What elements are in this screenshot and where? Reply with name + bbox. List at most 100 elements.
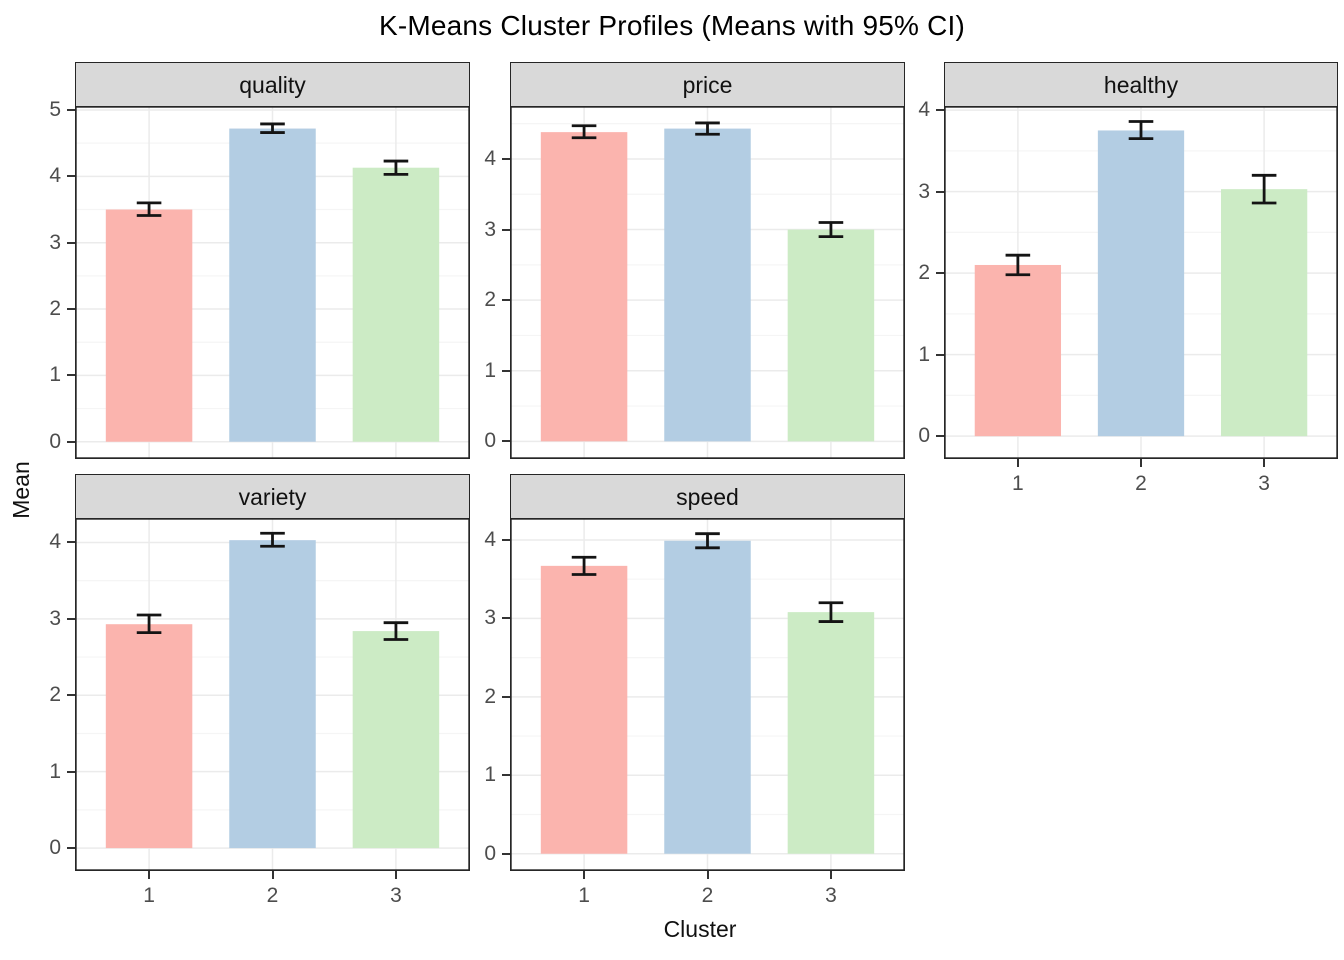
facet-panel-variety bbox=[75, 518, 470, 871]
bar-speed-cluster2 bbox=[664, 540, 751, 854]
bar-price-cluster3 bbox=[787, 229, 875, 442]
x-tick-label-cluster2: 2 bbox=[266, 884, 279, 907]
errorbar-price-cluster3 bbox=[818, 221, 844, 239]
facet-strip-variety: variety bbox=[75, 474, 470, 520]
x-tick-mark bbox=[1140, 459, 1142, 467]
x-tick-mark bbox=[583, 871, 586, 879]
y-tick-mark bbox=[67, 108, 75, 111]
y-tick-label-variety: 2 bbox=[49, 683, 61, 707]
bar-quality-cluster3 bbox=[352, 167, 440, 442]
y-tick-mark bbox=[502, 852, 510, 855]
y-tick-mark bbox=[67, 440, 75, 443]
bar-speed-cluster1 bbox=[540, 565, 628, 854]
bar-healthy-cluster1 bbox=[974, 264, 1062, 437]
bar-quality-cluster2 bbox=[229, 128, 316, 442]
y-tick-mark bbox=[67, 241, 75, 244]
y-tick-mark bbox=[502, 538, 510, 541]
errorbar-price-cluster1 bbox=[571, 124, 597, 140]
x-tick-label-cluster1: 1 bbox=[143, 884, 155, 907]
x-tick-mark bbox=[394, 871, 397, 879]
x-tick-label-cluster2: 2 bbox=[701, 884, 714, 907]
chart-title: K-Means Cluster Profiles (Means with 95%… bbox=[378, 10, 966, 41]
y-tick-mark bbox=[936, 272, 944, 275]
facet-strip-healthy: healthy bbox=[944, 62, 1338, 108]
y-tick-mark bbox=[502, 617, 510, 620]
x-tick-label-cluster2: 2 bbox=[1135, 472, 1147, 495]
errorbar-variety-cluster2 bbox=[260, 531, 285, 548]
y-tick-mark bbox=[502, 228, 510, 231]
y-tick-mark bbox=[67, 308, 75, 311]
facet-strip-speed: speed bbox=[510, 474, 905, 520]
y-tick-label-price: 4 bbox=[484, 146, 496, 170]
errorbar-quality-cluster2 bbox=[260, 122, 285, 134]
y-tick-label-price: 3 bbox=[484, 217, 496, 241]
facet-strip-quality: quality bbox=[75, 62, 470, 108]
errorbar-price-cluster2 bbox=[695, 121, 720, 136]
y-tick-mark bbox=[936, 353, 944, 356]
y-tick-label-variety: 3 bbox=[49, 606, 61, 630]
bar-variety-cluster3 bbox=[352, 631, 440, 849]
y-tick-label-quality: 3 bbox=[49, 230, 61, 254]
y-tick-mark bbox=[502, 299, 510, 302]
bar-speed-cluster3 bbox=[787, 612, 875, 854]
y-tick-mark bbox=[67, 541, 75, 544]
panel-border bbox=[75, 518, 470, 871]
y-tick-label-healthy: 4 bbox=[918, 98, 930, 122]
x-tick-label-cluster3: 3 bbox=[390, 884, 402, 907]
x-tick-label-cluster3: 3 bbox=[825, 884, 837, 907]
y-tick-label-healthy: 1 bbox=[918, 342, 930, 366]
y-tick-label-speed: 1 bbox=[484, 763, 496, 787]
y-tick-mark bbox=[67, 694, 75, 697]
facet-panel-healthy bbox=[944, 106, 1338, 459]
y-tick-mark bbox=[936, 190, 944, 193]
facet-panel-quality bbox=[75, 106, 470, 459]
errorbar-variety-cluster1 bbox=[136, 613, 162, 635]
bar-price-cluster1 bbox=[540, 132, 628, 442]
y-tick-label-quality: 5 bbox=[49, 97, 61, 121]
x-tick-label-cluster3: 3 bbox=[1258, 472, 1270, 495]
bar-healthy-cluster2 bbox=[1097, 130, 1185, 437]
y-tick-mark bbox=[936, 109, 944, 112]
errorbar-quality-cluster1 bbox=[136, 201, 162, 217]
x-tick-label-cluster1: 1 bbox=[1012, 472, 1024, 495]
y-tick-label-variety: 4 bbox=[49, 530, 61, 554]
bar-quality-cluster1 bbox=[105, 209, 193, 442]
panel-border bbox=[75, 106, 470, 459]
x-tick-mark bbox=[271, 871, 274, 879]
x-tick-label-cluster1: 1 bbox=[578, 884, 590, 907]
y-tick-label-quality: 1 bbox=[49, 363, 61, 387]
y-tick-label-speed: 4 bbox=[484, 527, 496, 551]
y-tick-mark bbox=[502, 157, 510, 160]
y-tick-mark bbox=[502, 774, 510, 777]
errorbar-variety-cluster3 bbox=[383, 621, 409, 641]
x-tick-mark bbox=[706, 871, 709, 879]
y-tick-label-variety: 1 bbox=[49, 759, 61, 783]
y-tick-mark bbox=[502, 440, 510, 443]
y-tick-label-price: 2 bbox=[484, 288, 496, 312]
panel-border bbox=[510, 106, 905, 459]
y-tick-mark bbox=[67, 374, 75, 377]
y-tick-label-price: 1 bbox=[484, 358, 496, 382]
x-tick-mark bbox=[1016, 459, 1019, 467]
y-tick-mark bbox=[67, 617, 75, 620]
panel-border bbox=[944, 106, 1338, 459]
y-tick-mark bbox=[67, 847, 75, 850]
y-tick-mark bbox=[502, 695, 510, 698]
errorbar-speed-cluster2 bbox=[695, 532, 720, 550]
errorbar-speed-cluster3 bbox=[818, 601, 844, 623]
y-tick-label-quality: 0 bbox=[49, 429, 61, 453]
bar-variety-cluster1 bbox=[105, 624, 193, 849]
y-tick-label-healthy: 3 bbox=[918, 179, 930, 203]
bar-healthy-cluster3 bbox=[1220, 189, 1308, 437]
x-axis-title: Cluster bbox=[663, 916, 737, 942]
y-tick-label-quality: 4 bbox=[49, 164, 61, 188]
facet-panel-price bbox=[510, 106, 905, 459]
errorbar-healthy-cluster3 bbox=[1251, 173, 1277, 205]
y-tick-label-price: 0 bbox=[484, 429, 496, 453]
y-tick-label-speed: 3 bbox=[484, 606, 496, 630]
errorbar-speed-cluster1 bbox=[571, 555, 597, 576]
x-tick-mark bbox=[148, 871, 151, 879]
errorbar-healthy-cluster2 bbox=[1128, 120, 1154, 141]
x-tick-mark bbox=[1263, 459, 1266, 467]
